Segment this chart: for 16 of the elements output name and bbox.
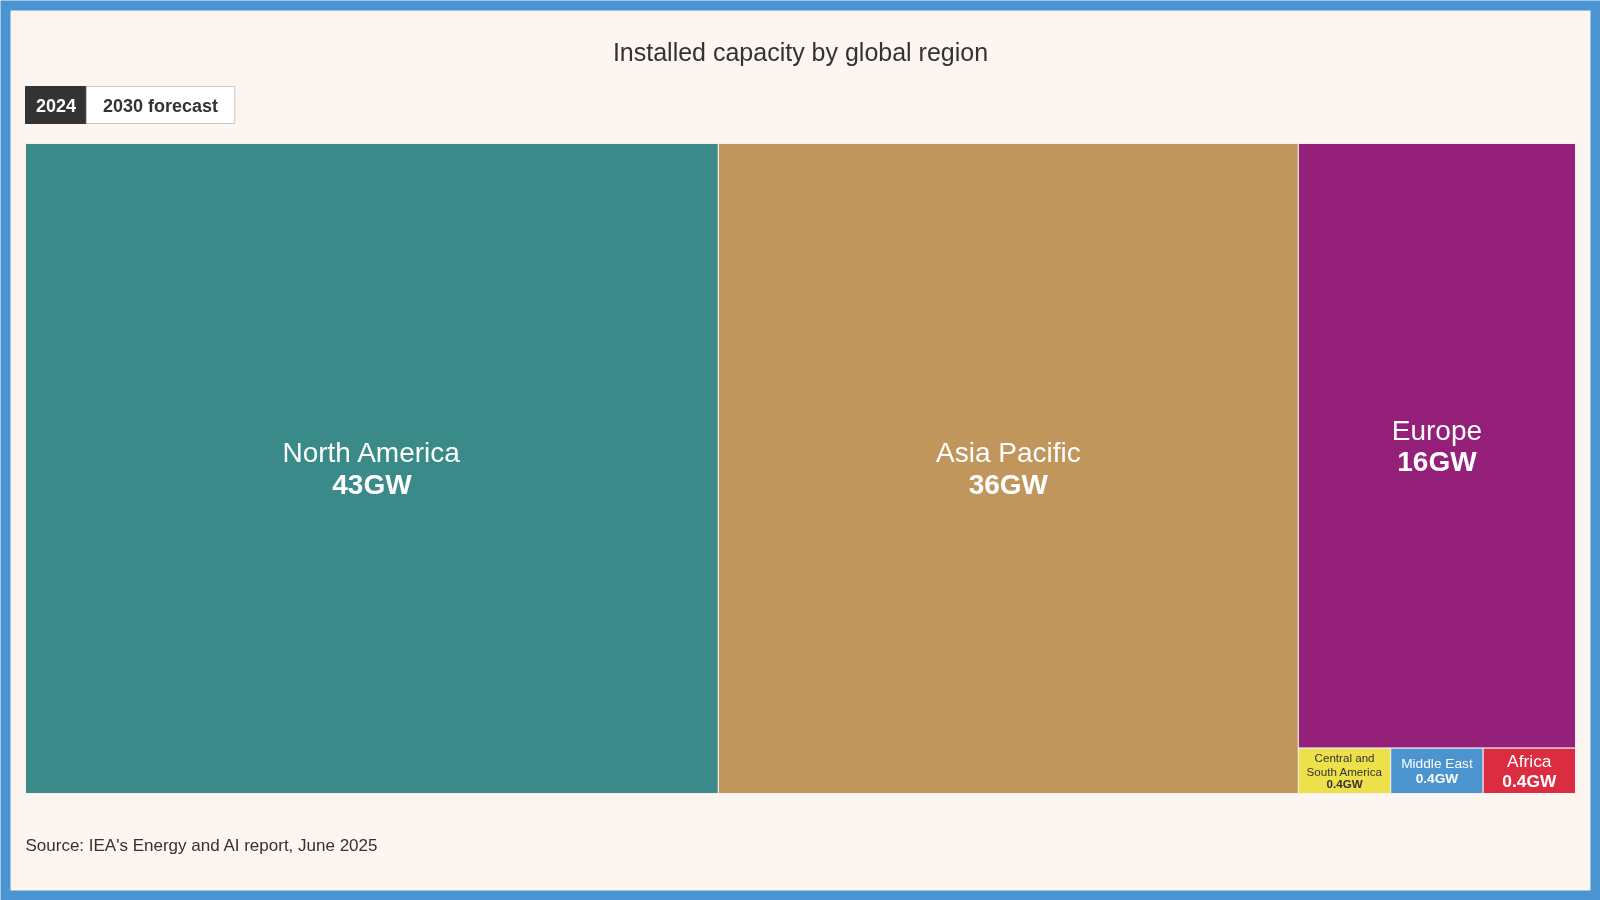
source-note: Source: IEA's Energy and AI report, June 2025 [25,836,378,855]
data-label: 36GW [968,468,1049,500]
category-label: Central and South America [1306,750,1383,779]
data-label: 0.4GW [1502,770,1557,791]
category-label: Africa [1507,751,1552,772]
category-label: Middle East [1401,755,1473,771]
data-label: 0.4GW [1415,771,1459,787]
data-label: 16GW [1397,446,1478,478]
text: 2030 forecast [103,95,219,116]
data-label: 0.4GW [1326,777,1363,791]
category-label: Asia Pacific [935,437,1081,469]
category-label: Europe [1391,414,1483,446]
data-label: 43GW [332,468,413,500]
text: 2024 [35,96,76,116]
text: Installed capacity by global region [612,37,989,66]
category-label: North America [282,437,461,469]
